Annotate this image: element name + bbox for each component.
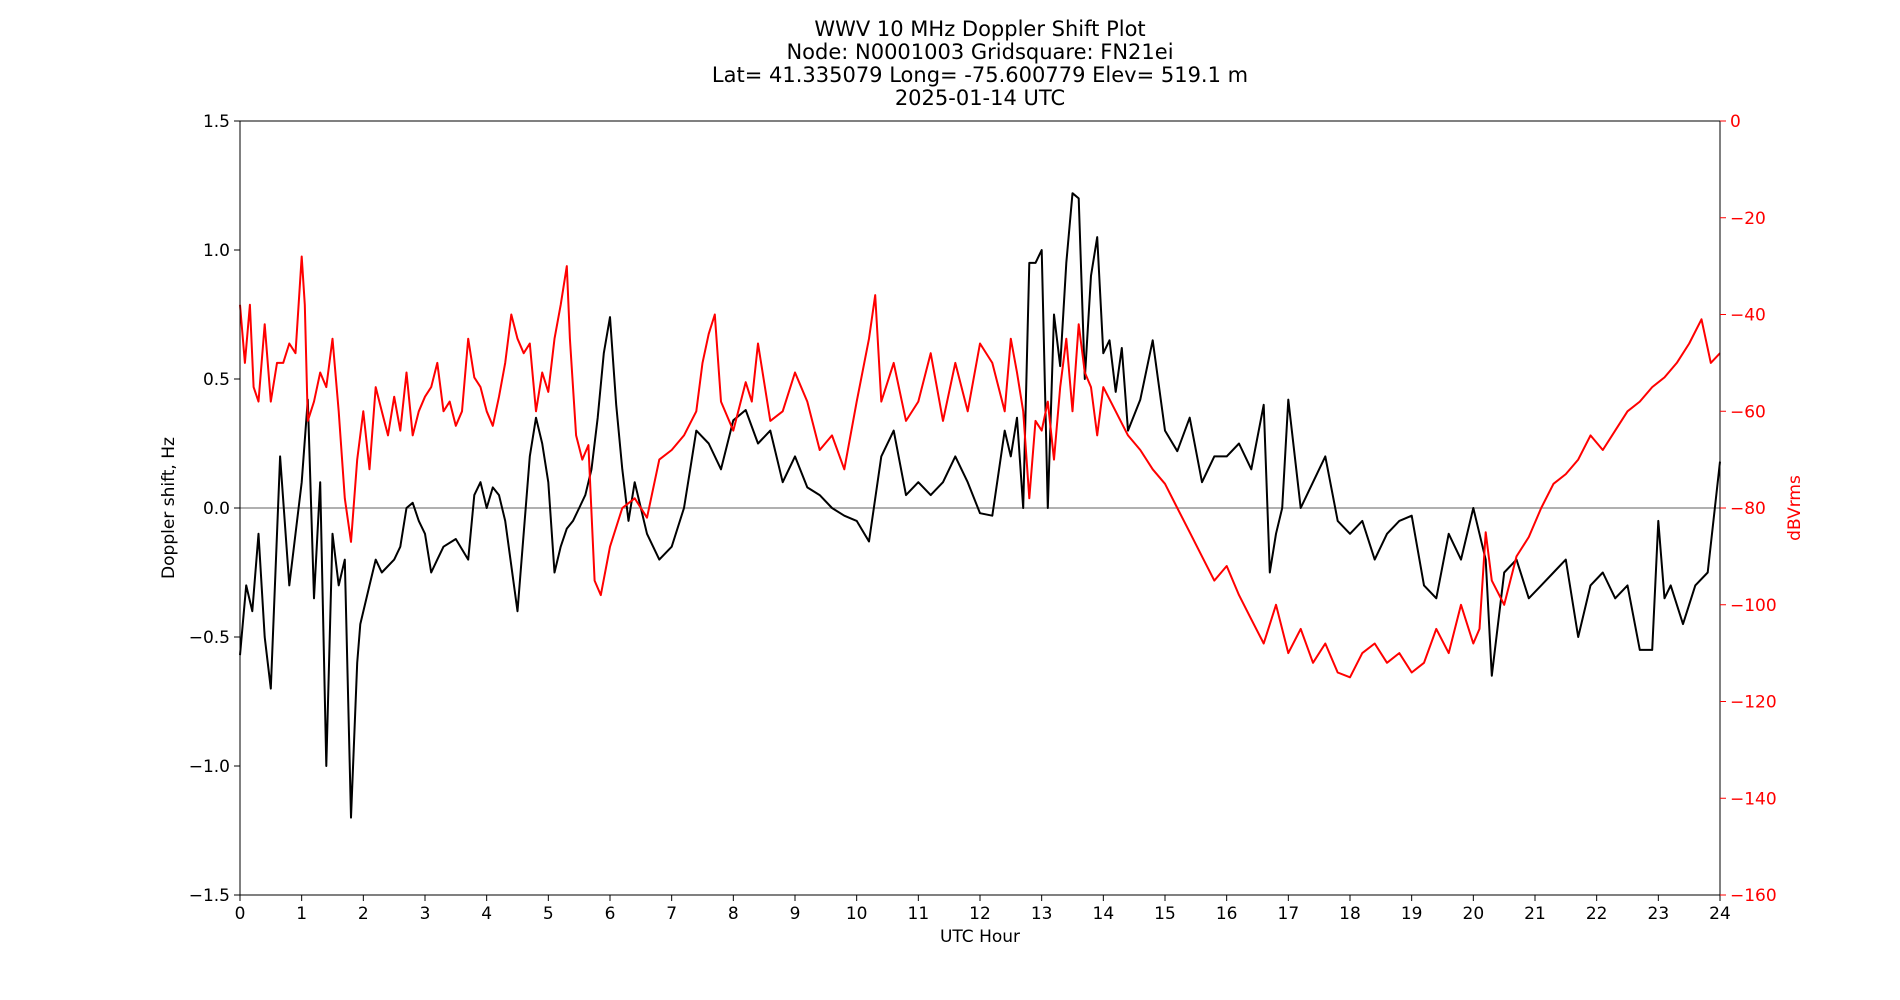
x-tick-label: 24 — [1709, 904, 1731, 924]
x-tick-label: 11 — [908, 904, 930, 924]
y2-tick-label: −100 — [1730, 596, 1777, 616]
x-tick-label: 5 — [543, 904, 554, 924]
x-tick-label: 8 — [728, 904, 739, 924]
y2-tick-label: −80 — [1730, 499, 1766, 519]
y2-tick-label: −40 — [1730, 306, 1766, 326]
y2-axis-label: dBVrms — [1785, 475, 1805, 541]
x-tick-label: 6 — [605, 904, 616, 924]
y2-tick-label: −160 — [1730, 886, 1777, 906]
x-tick-label: 0 — [235, 904, 246, 924]
x-tick-label: 9 — [790, 904, 801, 924]
y-tick-label: 0.0 — [203, 499, 230, 519]
y-tick-label: 1.0 — [203, 241, 230, 261]
title-line-1: WWV 10 MHz Doppler Shift Plot — [814, 17, 1145, 41]
x-tick-label: 10 — [846, 904, 868, 924]
x-tick-label: 21 — [1524, 904, 1546, 924]
y2-tick-label: −20 — [1730, 209, 1766, 229]
title-line-2: Node: N0001003 Gridsquare: FN21ei — [786, 40, 1173, 64]
x-tick-label: 14 — [1093, 904, 1115, 924]
y-tick-label: 0.5 — [203, 370, 230, 390]
y-axis-label: Doppler shift, Hz — [159, 437, 179, 579]
x-axis: 0 1 2 3 4 5 6 7 8 9 10 11 12 13 14 15 16 17 18 19 20 21 22 23 24 — [235, 895, 1731, 924]
x-axis-label: UTC Hour — [940, 927, 1020, 947]
title-line-4: 2025-01-14 UTC — [895, 86, 1065, 110]
y2-tick-label: −60 — [1730, 402, 1766, 422]
y-tick-label: 1.5 — [203, 112, 230, 132]
y-tick-label: −0.5 — [189, 628, 230, 648]
x-tick-label: 4 — [481, 904, 492, 924]
y2-tick-label: −120 — [1730, 693, 1777, 713]
x-tick-label: 17 — [1278, 904, 1300, 924]
y2-tick-label: 0 — [1730, 112, 1741, 132]
chart-title: WWV 10 MHz Doppler Shift Plot Node: N000… — [712, 17, 1248, 110]
x-tick-label: 20 — [1463, 904, 1485, 924]
x-tick-label: 18 — [1339, 904, 1361, 924]
x-tick-label: 13 — [1031, 904, 1053, 924]
title-line-3: Lat= 41.335079 Long= -75.600779 Elev= 51… — [712, 63, 1248, 87]
y-tick-label: −1.5 — [189, 886, 230, 906]
x-tick-label: 3 — [420, 904, 431, 924]
left-y-axis: −1.5 −1.0 −0.5 0.0 0.5 1.0 1.5 — [189, 112, 240, 906]
right-y-axis: 0 −20 −40 −60 −80 −100 −120 −140 −160 — [1720, 112, 1777, 906]
doppler-series-line — [239, 192, 1721, 819]
x-tick-label: 23 — [1648, 904, 1670, 924]
x-tick-label: 7 — [666, 904, 677, 924]
x-tick-label: 16 — [1216, 904, 1238, 924]
x-tick-label: 12 — [969, 904, 991, 924]
x-tick-label: 19 — [1401, 904, 1423, 924]
x-tick-label: 15 — [1154, 904, 1176, 924]
x-tick-label: 2 — [358, 904, 369, 924]
x-tick-label: 22 — [1586, 904, 1608, 924]
power-series-line — [239, 255, 1721, 679]
y2-tick-label: −140 — [1730, 789, 1777, 809]
x-tick-label: 1 — [296, 904, 307, 924]
y-tick-label: −1.0 — [189, 757, 230, 777]
series-layer — [239, 192, 1721, 819]
